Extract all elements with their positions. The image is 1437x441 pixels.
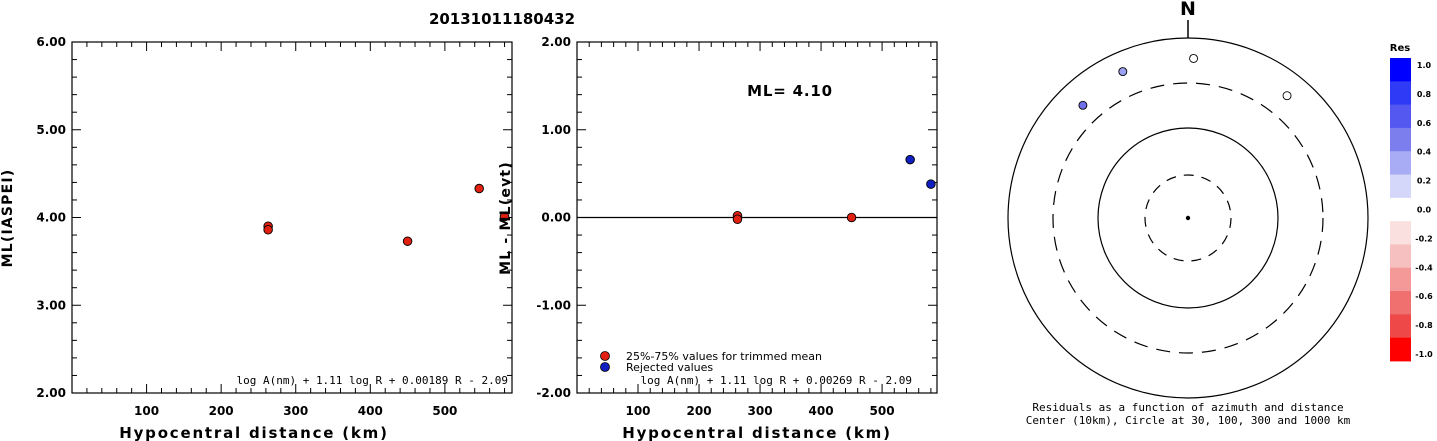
- colorbar-cell: [1390, 244, 1411, 269]
- tick-marks: [72, 42, 512, 393]
- colorbar-tick-label: 1.0: [1417, 61, 1432, 70]
- colorbar-cell: [1390, 267, 1411, 292]
- colorbar-tick-label: 0.8: [1417, 90, 1432, 99]
- x-tick-label: 300: [748, 404, 773, 418]
- station-point: [1118, 67, 1128, 77]
- y-tick-label: 0.00: [541, 211, 571, 225]
- colorbar-title: Res: [1390, 43, 1410, 54]
- residual-colorbar: Res 1.0 0.8 0.6 0.4 0.2 0.0 -0.2 -0.4 -0.6 -0.8 -1…: [1390, 43, 1433, 362]
- x-tick-label: 400: [809, 404, 834, 418]
- y-axis-label: ML(IASPEI): [0, 169, 16, 268]
- caption-line-2: Center (10km), Circle at 30, 100, 300 an…: [1026, 414, 1351, 427]
- plot-frame: [71, 41, 513, 394]
- circle-100km: [1097, 127, 1279, 309]
- y-tick-label: 5.00: [36, 123, 66, 137]
- y-axis-label: ML - ML(evt): [498, 161, 514, 275]
- circle-30km: [1144, 174, 1232, 262]
- legend-label-rejected: Rejected values: [626, 361, 713, 374]
- colorbar-tick-labels: 1.0 0.8 0.6 0.4 0.2 0.0 -0.2 -0.4 -0.6 -0.8 -1.0: [1415, 61, 1433, 359]
- colorbar-cell: [1390, 291, 1411, 315]
- caption-line-1: Residuals as a function of azimuth and d…: [1032, 401, 1343, 414]
- y-tick-label: 2.00: [541, 35, 571, 49]
- station-point: [1282, 91, 1292, 101]
- data-point: [499, 211, 510, 222]
- colorbar-cell: [1390, 127, 1411, 152]
- colorbar-tick-label: -0.2: [1415, 234, 1433, 243]
- colorbar-tick-label: -0.4: [1415, 263, 1433, 272]
- x-tick-label: 300: [283, 404, 308, 418]
- colorbar-cells: [1390, 58, 1411, 362]
- colorbar-tick-label: -0.8: [1415, 321, 1433, 330]
- colorbar-cell: [1390, 174, 1411, 199]
- colorbar-cell: [1390, 151, 1411, 175]
- figure-title: 20131011180432: [429, 10, 575, 28]
- colorbar-tick-label: 0.0: [1417, 206, 1432, 215]
- x-tick-label: 100: [134, 404, 159, 418]
- y-tick-label: 3.00: [36, 298, 66, 312]
- x-axis-label: Hypocentral distance (km): [622, 424, 892, 441]
- formula-label: log A(nm) + 1.11 log R + 0.00189 R - 2.0…: [236, 374, 508, 387]
- tick-marks: [577, 42, 937, 393]
- y-tick-labels: -2.00 -1.00 0.00 1.00 2.00: [536, 35, 571, 400]
- station-point: [1189, 54, 1199, 63]
- data-point: [402, 236, 413, 246]
- formula-label: log A(nm) + 1.11 log R + 0.00269 R - 2.0…: [640, 374, 912, 387]
- north-label: N: [1180, 0, 1196, 20]
- y-tick-label: -1.00: [536, 298, 571, 312]
- y-tick-label: -2.00: [536, 386, 571, 400]
- colorbar-tick-label: -1.0: [1415, 350, 1433, 359]
- colorbar-tick-label: 0.2: [1417, 177, 1431, 186]
- legend: 25%-75% values for trimmed mean Rejected…: [600, 350, 822, 374]
- colorbar-cell: [1390, 197, 1411, 222]
- colorbar-cell: [1390, 104, 1411, 129]
- x-tick-label: 200: [687, 404, 712, 418]
- colorbar-cell: [1390, 58, 1411, 82]
- ml-residual-vs-distance-chart: -2.00 -1.00 0.00 1.00 2.00 100 200 300 400 500 M…: [498, 35, 938, 441]
- y-tick-label: 2.00: [36, 386, 66, 400]
- data-point: [732, 214, 743, 225]
- x-tick-labels: 100 200 300 400 500: [134, 404, 457, 418]
- ml-annotation: ML= 4.10: [747, 82, 833, 100]
- data-point: [846, 212, 857, 223]
- colorbar-tick-label: 0.4: [1417, 148, 1432, 157]
- colorbar-tick-label: -0.6: [1415, 292, 1433, 301]
- ml-vs-distance-chart: 2.00 3.00 4.00 5.00 6.00 100 200 300 400 500 log…: [0, 35, 513, 441]
- x-tick-label: 400: [358, 404, 383, 418]
- station-point: [1078, 100, 1088, 110]
- data-points: [263, 183, 510, 246]
- colorbar-cell: [1390, 221, 1411, 245]
- azimuth-residual-map: N Residuals as a function of azimuth and…: [1007, 0, 1369, 427]
- station-points: [1078, 54, 1292, 110]
- circle-300km: [1052, 82, 1324, 354]
- legend-swatch-trimmed: [600, 351, 610, 361]
- x-tick-label: 500: [870, 404, 895, 418]
- y-tick-labels: 2.00 3.00 4.00 5.00 6.00: [36, 35, 66, 400]
- center-dot: [1185, 215, 1191, 221]
- data-points: [732, 154, 936, 225]
- y-tick-label: 4.00: [36, 211, 66, 225]
- legend-label-trimmed: 25%-75% values for trimmed mean: [626, 350, 822, 363]
- data-point: [474, 183, 484, 194]
- data-point: [263, 225, 273, 235]
- x-axis-label: Hypocentral distance (km): [119, 424, 389, 441]
- data-point: [905, 154, 915, 165]
- colorbar-cell: [1390, 314, 1411, 339]
- data-point: [926, 179, 936, 189]
- x-tick-label: 200: [209, 404, 234, 418]
- colorbar-cell: [1390, 337, 1411, 362]
- x-tick-label: 100: [625, 404, 650, 418]
- legend-swatch-rejected: [600, 362, 610, 372]
- colorbar-cell: [1390, 81, 1411, 106]
- y-tick-label: 1.00: [541, 123, 571, 137]
- y-tick-label: 6.00: [36, 35, 66, 49]
- colorbar-tick-label: 0.6: [1417, 119, 1432, 128]
- x-tick-label: 500: [432, 404, 457, 418]
- x-tick-labels: 100 200 300 400 500: [625, 404, 894, 418]
